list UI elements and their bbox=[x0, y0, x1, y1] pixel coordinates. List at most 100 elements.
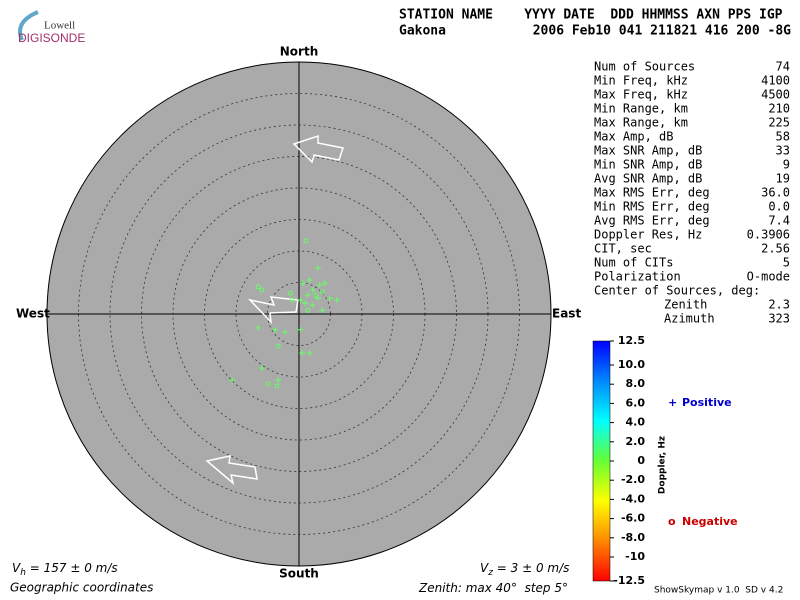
colorbar-tick-label: -4.0 bbox=[621, 492, 645, 505]
stat-label: Min RMS Err, deg bbox=[594, 200, 710, 214]
stat-label: Avg RMS Err, deg bbox=[594, 214, 710, 228]
source-point bbox=[306, 276, 313, 283]
colorbar-tick-label: -6.0 bbox=[621, 512, 645, 525]
source-point bbox=[303, 238, 309, 244]
stat-label: Max Amp, dB bbox=[594, 130, 673, 144]
coordinates-label: Geographic coordinates bbox=[10, 581, 153, 595]
center-value: 2.3 bbox=[768, 298, 790, 312]
arrow bbox=[247, 296, 299, 325]
stat-label: Max Range, km bbox=[594, 116, 688, 130]
source-point bbox=[255, 284, 261, 290]
source-point bbox=[265, 381, 271, 387]
colorbar-tick-label: 6.0 bbox=[626, 396, 646, 409]
source-point bbox=[319, 307, 326, 314]
stat-label: Num of Sources bbox=[594, 60, 695, 74]
source-point bbox=[255, 324, 262, 331]
stat-value: 4100 bbox=[761, 74, 790, 88]
stat-value: 36.0 bbox=[761, 186, 790, 200]
source-point bbox=[306, 350, 313, 357]
source-point bbox=[316, 282, 323, 289]
colorbar-tick-label: -2.0 bbox=[621, 473, 645, 486]
north-label: North bbox=[280, 45, 318, 59]
source-point bbox=[289, 297, 295, 303]
center-label: Azimuth bbox=[664, 312, 715, 326]
vh-label: Vh = 157 ± 0 m/s bbox=[12, 561, 118, 578]
legend-label: Negative bbox=[682, 515, 738, 528]
source-point bbox=[297, 297, 304, 304]
source-point bbox=[229, 377, 236, 384]
stat-value: 225 bbox=[768, 116, 790, 130]
source-point bbox=[275, 377, 282, 384]
stat-label: Min SNR Amp, dB bbox=[594, 158, 702, 172]
stat-label: Avg SNR Amp, dB bbox=[594, 172, 702, 186]
legend-marker: + bbox=[668, 396, 677, 409]
source-point bbox=[313, 292, 319, 298]
source-point bbox=[287, 290, 293, 296]
source-point bbox=[321, 280, 328, 287]
stat-label: Polarization bbox=[594, 270, 681, 284]
field-names: STATION NAME YYYY DATE DDD HHMMSS AXN PP… bbox=[399, 8, 783, 23]
source-point bbox=[258, 365, 265, 372]
source-point bbox=[326, 295, 333, 302]
stat-label: Max Freq, kHz bbox=[594, 88, 688, 102]
colorbar bbox=[592, 340, 611, 582]
source-point bbox=[274, 383, 280, 389]
source-point bbox=[282, 329, 289, 336]
stat-value: 9 bbox=[783, 158, 790, 172]
stat-label: Num of CITs bbox=[594, 256, 673, 270]
source-point bbox=[272, 326, 279, 333]
source-point bbox=[299, 350, 306, 357]
stat-value: 58 bbox=[776, 130, 790, 144]
source-point bbox=[333, 297, 340, 304]
zenith-label: Zenith: max 40° step 5° bbox=[418, 581, 568, 595]
stat-label: Max SNR Amp, dB bbox=[594, 144, 702, 158]
source-point bbox=[275, 343, 281, 349]
stat-value: O-mode bbox=[747, 270, 790, 284]
colorbar-tick-label: 4.0 bbox=[626, 416, 646, 429]
stat-value: 5 bbox=[783, 256, 790, 270]
east-label: East bbox=[552, 307, 581, 321]
source-point bbox=[259, 287, 265, 293]
stat-label: Min Range, km bbox=[594, 102, 688, 116]
logo-bottom: DIGISONDE bbox=[18, 31, 85, 45]
source-point bbox=[305, 307, 311, 313]
stat-label: Max RMS Err, deg bbox=[594, 186, 710, 200]
source-point bbox=[309, 287, 316, 294]
logo-top: Lowell bbox=[44, 20, 75, 32]
stat-value: 0.0 bbox=[768, 200, 790, 214]
arrow bbox=[292, 134, 344, 164]
version: ShowSkymap v 1.0 SD v 4.2 bbox=[654, 586, 783, 596]
colorbar-tick-label: 8.0 bbox=[626, 377, 646, 390]
colorbar-tick-label: 0 bbox=[637, 454, 645, 467]
colorbar-tick-label: -10 bbox=[625, 550, 645, 563]
colorbar-tick-label: 2.0 bbox=[626, 435, 646, 448]
stat-value: 0.3906 bbox=[747, 228, 790, 242]
vz-label: Vz = 3 ± 0 m/s bbox=[480, 561, 569, 578]
colorbar-tick-label: 12.5 bbox=[618, 334, 645, 347]
stat-value: 19 bbox=[776, 172, 790, 186]
colorbar-tick-label: 10.0 bbox=[618, 358, 645, 371]
field-values: 2006 Feb10 041 211821 416 200 -8G bbox=[533, 24, 791, 39]
arrow bbox=[205, 455, 258, 486]
source-point bbox=[314, 265, 321, 272]
source-point bbox=[297, 326, 304, 333]
source-point bbox=[299, 280, 306, 287]
stat-label: CIT, sec bbox=[594, 242, 652, 256]
west-label: West bbox=[16, 307, 50, 321]
source-point bbox=[319, 289, 325, 295]
stat-label: Min Freq, kHz bbox=[594, 74, 688, 88]
south-label: South bbox=[279, 567, 319, 581]
source-point bbox=[304, 292, 311, 299]
stat-value: 210 bbox=[768, 102, 790, 116]
stat-value: 74 bbox=[776, 60, 790, 74]
legend-label: Positive bbox=[682, 396, 732, 409]
stat-value: 33 bbox=[776, 144, 790, 158]
center-label: Zenith bbox=[664, 298, 707, 312]
stat-value: 4500 bbox=[761, 88, 790, 102]
center-title: Center of Sources, deg: bbox=[594, 284, 760, 298]
stat-value: 7.4 bbox=[768, 214, 790, 228]
stat-value: 2.56 bbox=[761, 242, 790, 256]
source-point bbox=[309, 302, 316, 309]
source-point bbox=[302, 300, 309, 307]
